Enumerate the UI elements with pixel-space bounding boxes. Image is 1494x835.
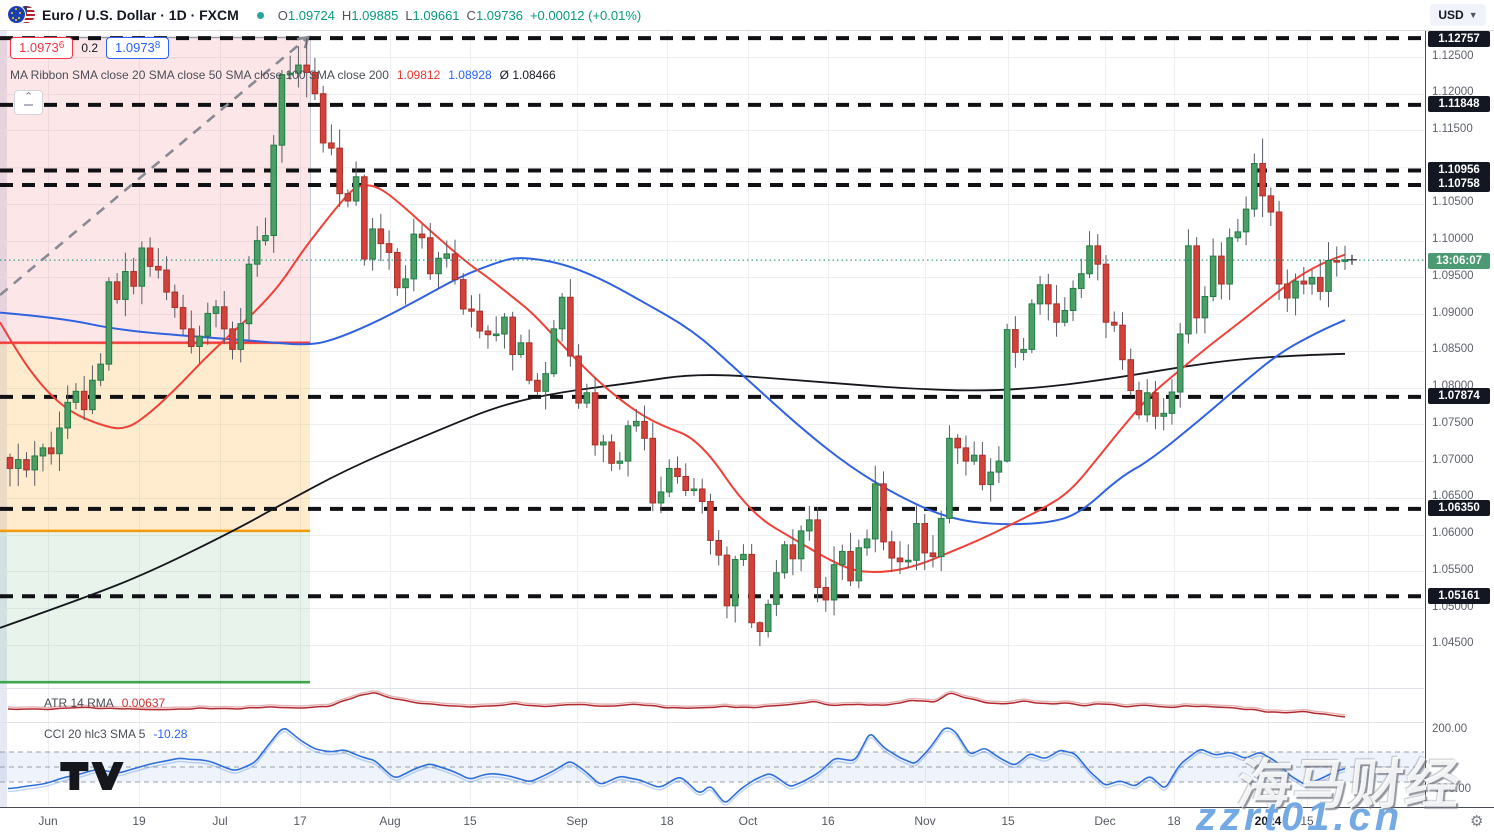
tradingview-logo[interactable] (46, 762, 138, 790)
cci-line (7, 727, 1346, 803)
time-axis[interactable]: Jun 19 Jul 17 Aug 15 Sep 18 Oct 16 Nov 15 Dec 18 2024 1… (0, 807, 1494, 835)
time-axis-label: 17 (293, 814, 307, 828)
trendline[interactable] (0, 36, 309, 297)
time-axis-label: Jun (38, 814, 58, 828)
watermark-url-text: zzrt01.cn (1196, 795, 1404, 835)
collapse-pane-button[interactable]: ⌃ (14, 90, 43, 115)
zone-mid[interactable] (0, 342, 310, 531)
sma50-value: 1.08928 (448, 68, 492, 82)
ma-line (0, 352, 1346, 629)
time-axis-label: Nov (914, 814, 936, 828)
cci-label: CCI 20 hlc3 SMA 5 (44, 727, 146, 741)
ohlc-item: C1.09736 (466, 7, 523, 23)
price-tick-label: 1.06000 (1432, 527, 1474, 540)
price-tick-label: 1.09000 (1432, 306, 1474, 319)
ma-line (0, 184, 1346, 574)
chevron-up-icon: ⌃ (23, 91, 34, 103)
level-price-label: 1.10758 (1428, 176, 1490, 193)
time-axis-label: 19 (132, 814, 146, 828)
buy-button[interactable]: 1.09738 (106, 37, 170, 59)
chart-toolbar: Euro / U.S. Dollar · 1D · FXCM O1.09724 H… (0, 0, 1494, 31)
eurusd-pair-icon (8, 5, 38, 25)
currency-dropdown[interactable]: USD ▼ (1430, 4, 1486, 26)
time-axis-label: Aug (379, 814, 401, 828)
price-change: +0.00012 (+0.01%) (529, 7, 642, 23)
price-tick-label: 1.04500 (1432, 637, 1474, 650)
atr-label: ATR 14 RMA (44, 696, 114, 710)
zone-support[interactable] (0, 530, 310, 683)
price-tick-label: 1.07000 (1432, 453, 1474, 466)
time-axis-label: Oct (738, 814, 758, 828)
quote-panel: 1.09736 0.2 1.09738 (10, 37, 170, 59)
time-axis-label: 15 (1001, 814, 1015, 828)
price-tick-label: 1.08500 (1432, 343, 1474, 356)
spread-value: 0.2 (81, 41, 99, 55)
level-price-label: 1.12757 (1428, 31, 1490, 47)
time-axis-label: Jul (212, 814, 228, 828)
time-axis-label: 15 (463, 814, 477, 828)
time-axis-label: Dec (1094, 814, 1116, 828)
chevron-down-icon: ▼ (1468, 10, 1478, 20)
cci-tick-label: 200.00 (1432, 723, 1468, 735)
symbol-title[interactable]: Euro / U.S. Dollar · 1D · FXCM (42, 7, 239, 23)
level-price-label: 1.10956 (1428, 161, 1490, 178)
price-tick-label: 1.05500 (1432, 563, 1474, 576)
price-tick-label: 1.11500 (1432, 122, 1473, 135)
cci-tick-label: -200.00 (1432, 783, 1472, 795)
level-price-label: 1.06350 (1428, 500, 1490, 517)
ma-average-value: Ø 1.08466 (499, 68, 556, 82)
ma-ribbon-label: MA Ribbon SMA close 20 SMA close 50 SMA … (10, 68, 389, 82)
level-price-label: 1.11848 (1428, 96, 1490, 113)
cci-value: -10.28 (153, 727, 188, 741)
ohlc-item: O1.09724 (277, 7, 335, 23)
time-axis-label: 15 (1300, 814, 1314, 828)
price-tick-label: 1.09500 (1432, 269, 1474, 282)
time-axis-label: Sep (566, 814, 588, 828)
ma-ribbon-legend[interactable]: MA Ribbon SMA close 20 SMA close 50 SMA … (10, 68, 556, 82)
gear-icon[interactable]: ⚙ (1470, 813, 1484, 830)
time-axis-label: 16 (821, 814, 835, 828)
atr-value: 0.00637 (121, 696, 166, 710)
level-price-label: 1.07874 (1428, 388, 1490, 405)
currency-label: USD (1438, 8, 1464, 22)
ma-line (0, 257, 1346, 526)
price-tick-label: 1.12000 (1432, 86, 1474, 99)
price-tick-label: 1.10000 (1432, 233, 1474, 246)
ohlc-item: L1.09661 (405, 7, 460, 23)
bar-countdown-label: 13:06:07 (1428, 252, 1490, 269)
price-tick-label: 1.06500 (1432, 490, 1474, 503)
price-tick-label: 1.07500 (1432, 416, 1474, 429)
price-tick-label: 1.10500 (1432, 196, 1474, 209)
sma20-value: 1.09812 (396, 68, 441, 82)
time-axis-label: 2024 (1254, 814, 1282, 828)
ohlc-item: H1.09885 (341, 7, 399, 23)
atr-line (7, 692, 1346, 718)
atr-indicator-legend[interactable]: ATR 14 RMA 0.00637 (44, 696, 165, 710)
time-axis-label: 18 (1167, 814, 1181, 828)
price-tick-label: 1.12500 (1432, 49, 1474, 62)
zone-resistance[interactable] (0, 37, 310, 343)
cci-indicator-legend[interactable]: CCI 20 hlc3 SMA 5 -10.28 (44, 727, 187, 741)
sell-button[interactable]: 1.09736 (10, 37, 74, 59)
level-price-label: 1.05161 (1428, 587, 1490, 604)
candles[interactable] (6, 37, 1349, 647)
time-axis-label: 18 (660, 814, 674, 828)
ohlc-values: O1.09724 H1.09885 L1.09661 C1.09736 (278, 8, 523, 23)
price-axis[interactable]: 1.12500 1.12000 1.11500 1.10500 1.10000 1.095… (1425, 30, 1494, 807)
market-status-dot (256, 11, 264, 19)
